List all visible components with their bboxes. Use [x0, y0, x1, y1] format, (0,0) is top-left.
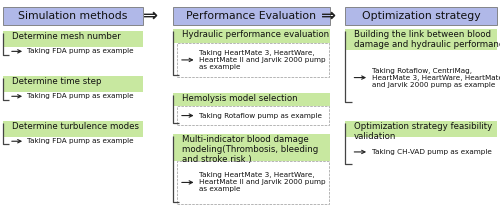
Text: Building the link between blood
damage and hydraulic performance: Building the link between blood damage a… [354, 30, 500, 49]
Text: Taking CH-VAD pump as example: Taking CH-VAD pump as example [372, 149, 492, 155]
Text: Taking FDA pump as example: Taking FDA pump as example [28, 93, 134, 99]
Text: Taking HeartMate 3, HeartWare,
HeartMate II and Jarvik 2000 pump
as example: Taking HeartMate 3, HeartWare, HeartMate… [199, 50, 326, 70]
Text: Hydraulic performance evaluation: Hydraulic performance evaluation [182, 30, 328, 39]
Text: Taking FDA pump as example: Taking FDA pump as example [28, 48, 134, 54]
FancyBboxPatch shape [2, 31, 142, 47]
Text: Determine mesh number: Determine mesh number [12, 32, 120, 41]
Text: ⇒: ⇒ [144, 7, 158, 25]
FancyBboxPatch shape [172, 93, 330, 106]
Text: Optimization strategy feasibility
validation: Optimization strategy feasibility valida… [354, 122, 492, 141]
FancyBboxPatch shape [345, 29, 498, 50]
Text: Taking HeartMate 3, HeartWare,
HeartMate II and Jarvik 2000 pump
as example: Taking HeartMate 3, HeartWare, HeartMate… [199, 172, 326, 192]
FancyBboxPatch shape [345, 7, 498, 25]
Text: Simulation methods: Simulation methods [18, 11, 127, 21]
Text: Determine time step: Determine time step [12, 77, 101, 86]
FancyBboxPatch shape [345, 121, 498, 137]
Text: Taking FDA pump as example: Taking FDA pump as example [28, 138, 134, 144]
Text: Taking Rotaflow pump as example: Taking Rotaflow pump as example [199, 113, 322, 119]
FancyBboxPatch shape [2, 76, 142, 92]
Text: Optimization strategy: Optimization strategy [362, 11, 481, 21]
Text: Multi-indicator blood damage
modeling(Thrombosis, bleeding
and stroke risk ): Multi-indicator blood damage modeling(Th… [182, 135, 318, 164]
Text: Taking Rotaflow, CentriMag,
HeartMate 3, HeartWare, HeartMate II
and Jarvik 2000: Taking Rotaflow, CentriMag, HeartMate 3,… [372, 68, 500, 88]
FancyBboxPatch shape [172, 134, 330, 160]
FancyBboxPatch shape [172, 7, 330, 25]
Text: ⇒: ⇒ [321, 7, 336, 25]
Text: Performance Evaluation: Performance Evaluation [186, 11, 316, 21]
Text: Hemolysis model selection: Hemolysis model selection [182, 94, 297, 103]
FancyBboxPatch shape [2, 121, 142, 137]
FancyBboxPatch shape [2, 7, 142, 25]
FancyBboxPatch shape [172, 29, 330, 43]
Text: Determine turbulence modes: Determine turbulence modes [12, 122, 138, 131]
